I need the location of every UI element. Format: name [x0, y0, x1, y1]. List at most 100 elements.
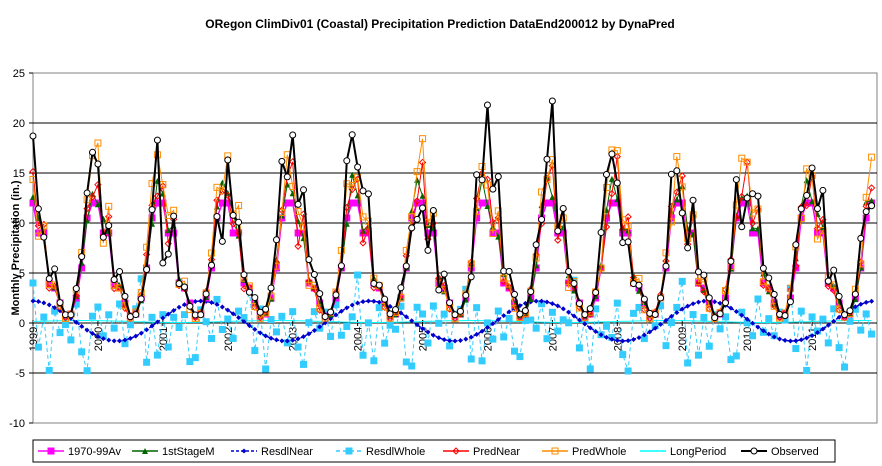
data-point	[272, 328, 280, 336]
data-point	[750, 320, 756, 326]
data-point	[192, 298, 198, 304]
data-point	[743, 194, 751, 202]
data-point	[83, 189, 91, 197]
data-point	[689, 311, 697, 319]
data-point	[727, 356, 735, 364]
data-point	[457, 337, 463, 343]
data-point	[29, 279, 37, 287]
data-point	[359, 187, 367, 195]
data-point	[94, 201, 101, 208]
data-point	[555, 303, 561, 309]
data-point	[495, 317, 501, 323]
data-point	[467, 355, 475, 363]
data-point	[554, 327, 562, 335]
data-point	[116, 268, 124, 276]
data-point	[278, 157, 286, 165]
data-point	[494, 307, 502, 315]
data-point	[170, 212, 178, 220]
data-point	[305, 319, 313, 327]
data-point	[689, 196, 697, 204]
data-point	[803, 191, 811, 199]
data-point	[467, 273, 475, 281]
data-point	[180, 283, 188, 291]
data-point	[311, 327, 317, 333]
data-point	[830, 286, 838, 295]
data-point	[111, 338, 117, 344]
data-point	[138, 330, 144, 336]
data-point	[473, 207, 481, 215]
data-point	[511, 347, 519, 355]
data-point	[608, 189, 616, 198]
data-point	[40, 313, 48, 321]
data-point	[624, 213, 632, 221]
data-point	[613, 147, 621, 155]
data-point	[88, 193, 97, 201]
data-point	[310, 308, 318, 316]
data-point	[548, 97, 556, 105]
data-point	[256, 308, 264, 316]
data-point	[272, 236, 280, 244]
data-point	[424, 246, 432, 254]
data-point	[349, 171, 356, 178]
data-point	[89, 312, 97, 320]
data-point	[722, 299, 730, 307]
legend-marker	[345, 447, 353, 455]
data-point	[679, 306, 685, 312]
data-point	[716, 325, 724, 333]
data-point	[213, 213, 221, 221]
data-point	[602, 322, 610, 330]
data-point	[759, 264, 767, 272]
data-point	[463, 336, 469, 342]
x-tick-label: 2006	[482, 327, 494, 351]
data-point	[543, 155, 551, 163]
data-point	[571, 313, 577, 319]
data-point	[716, 310, 724, 318]
data-point	[230, 311, 236, 317]
data-point	[225, 307, 231, 313]
data-point	[685, 303, 691, 309]
data-point	[521, 307, 529, 315]
data-point	[651, 310, 659, 318]
data-point	[209, 300, 215, 306]
data-point	[782, 337, 788, 343]
data-point	[105, 202, 113, 210]
data-point	[483, 319, 491, 327]
data-point	[565, 268, 573, 276]
data-point	[478, 176, 486, 184]
data-point	[171, 307, 177, 313]
legend-marker	[47, 447, 55, 455]
data-point	[34, 343, 42, 351]
data-point	[327, 332, 335, 340]
data-point	[381, 339, 389, 347]
legend: 1970-99Av 1stStageM ResdlNear ResdlWhole Pre…	[32, 439, 836, 463]
data-point	[841, 311, 849, 319]
data-point	[257, 330, 263, 336]
data-point	[813, 205, 821, 213]
data-point	[749, 209, 757, 217]
data-point	[598, 332, 604, 338]
data-point	[132, 311, 140, 319]
data-point	[575, 300, 583, 308]
data-point	[78, 253, 86, 261]
data-point	[149, 323, 155, 329]
data-point	[402, 262, 410, 270]
data-point	[597, 229, 605, 237]
data-point	[408, 213, 416, 221]
data-point	[700, 271, 708, 279]
data-point	[294, 200, 302, 208]
data-point	[321, 313, 329, 321]
data-point	[787, 338, 793, 344]
data-point	[241, 319, 247, 325]
data-point	[263, 333, 269, 339]
data-point	[143, 266, 151, 274]
y-axis-title: Monthly Precipitation (in.)	[10, 180, 22, 315]
data-point	[863, 299, 869, 305]
data-point	[180, 311, 188, 319]
data-point	[484, 325, 490, 331]
data-point	[229, 211, 237, 219]
data-point	[857, 326, 865, 334]
data-point	[424, 221, 431, 228]
data-point	[862, 208, 870, 216]
data-point	[267, 284, 275, 292]
data-point	[360, 299, 366, 305]
